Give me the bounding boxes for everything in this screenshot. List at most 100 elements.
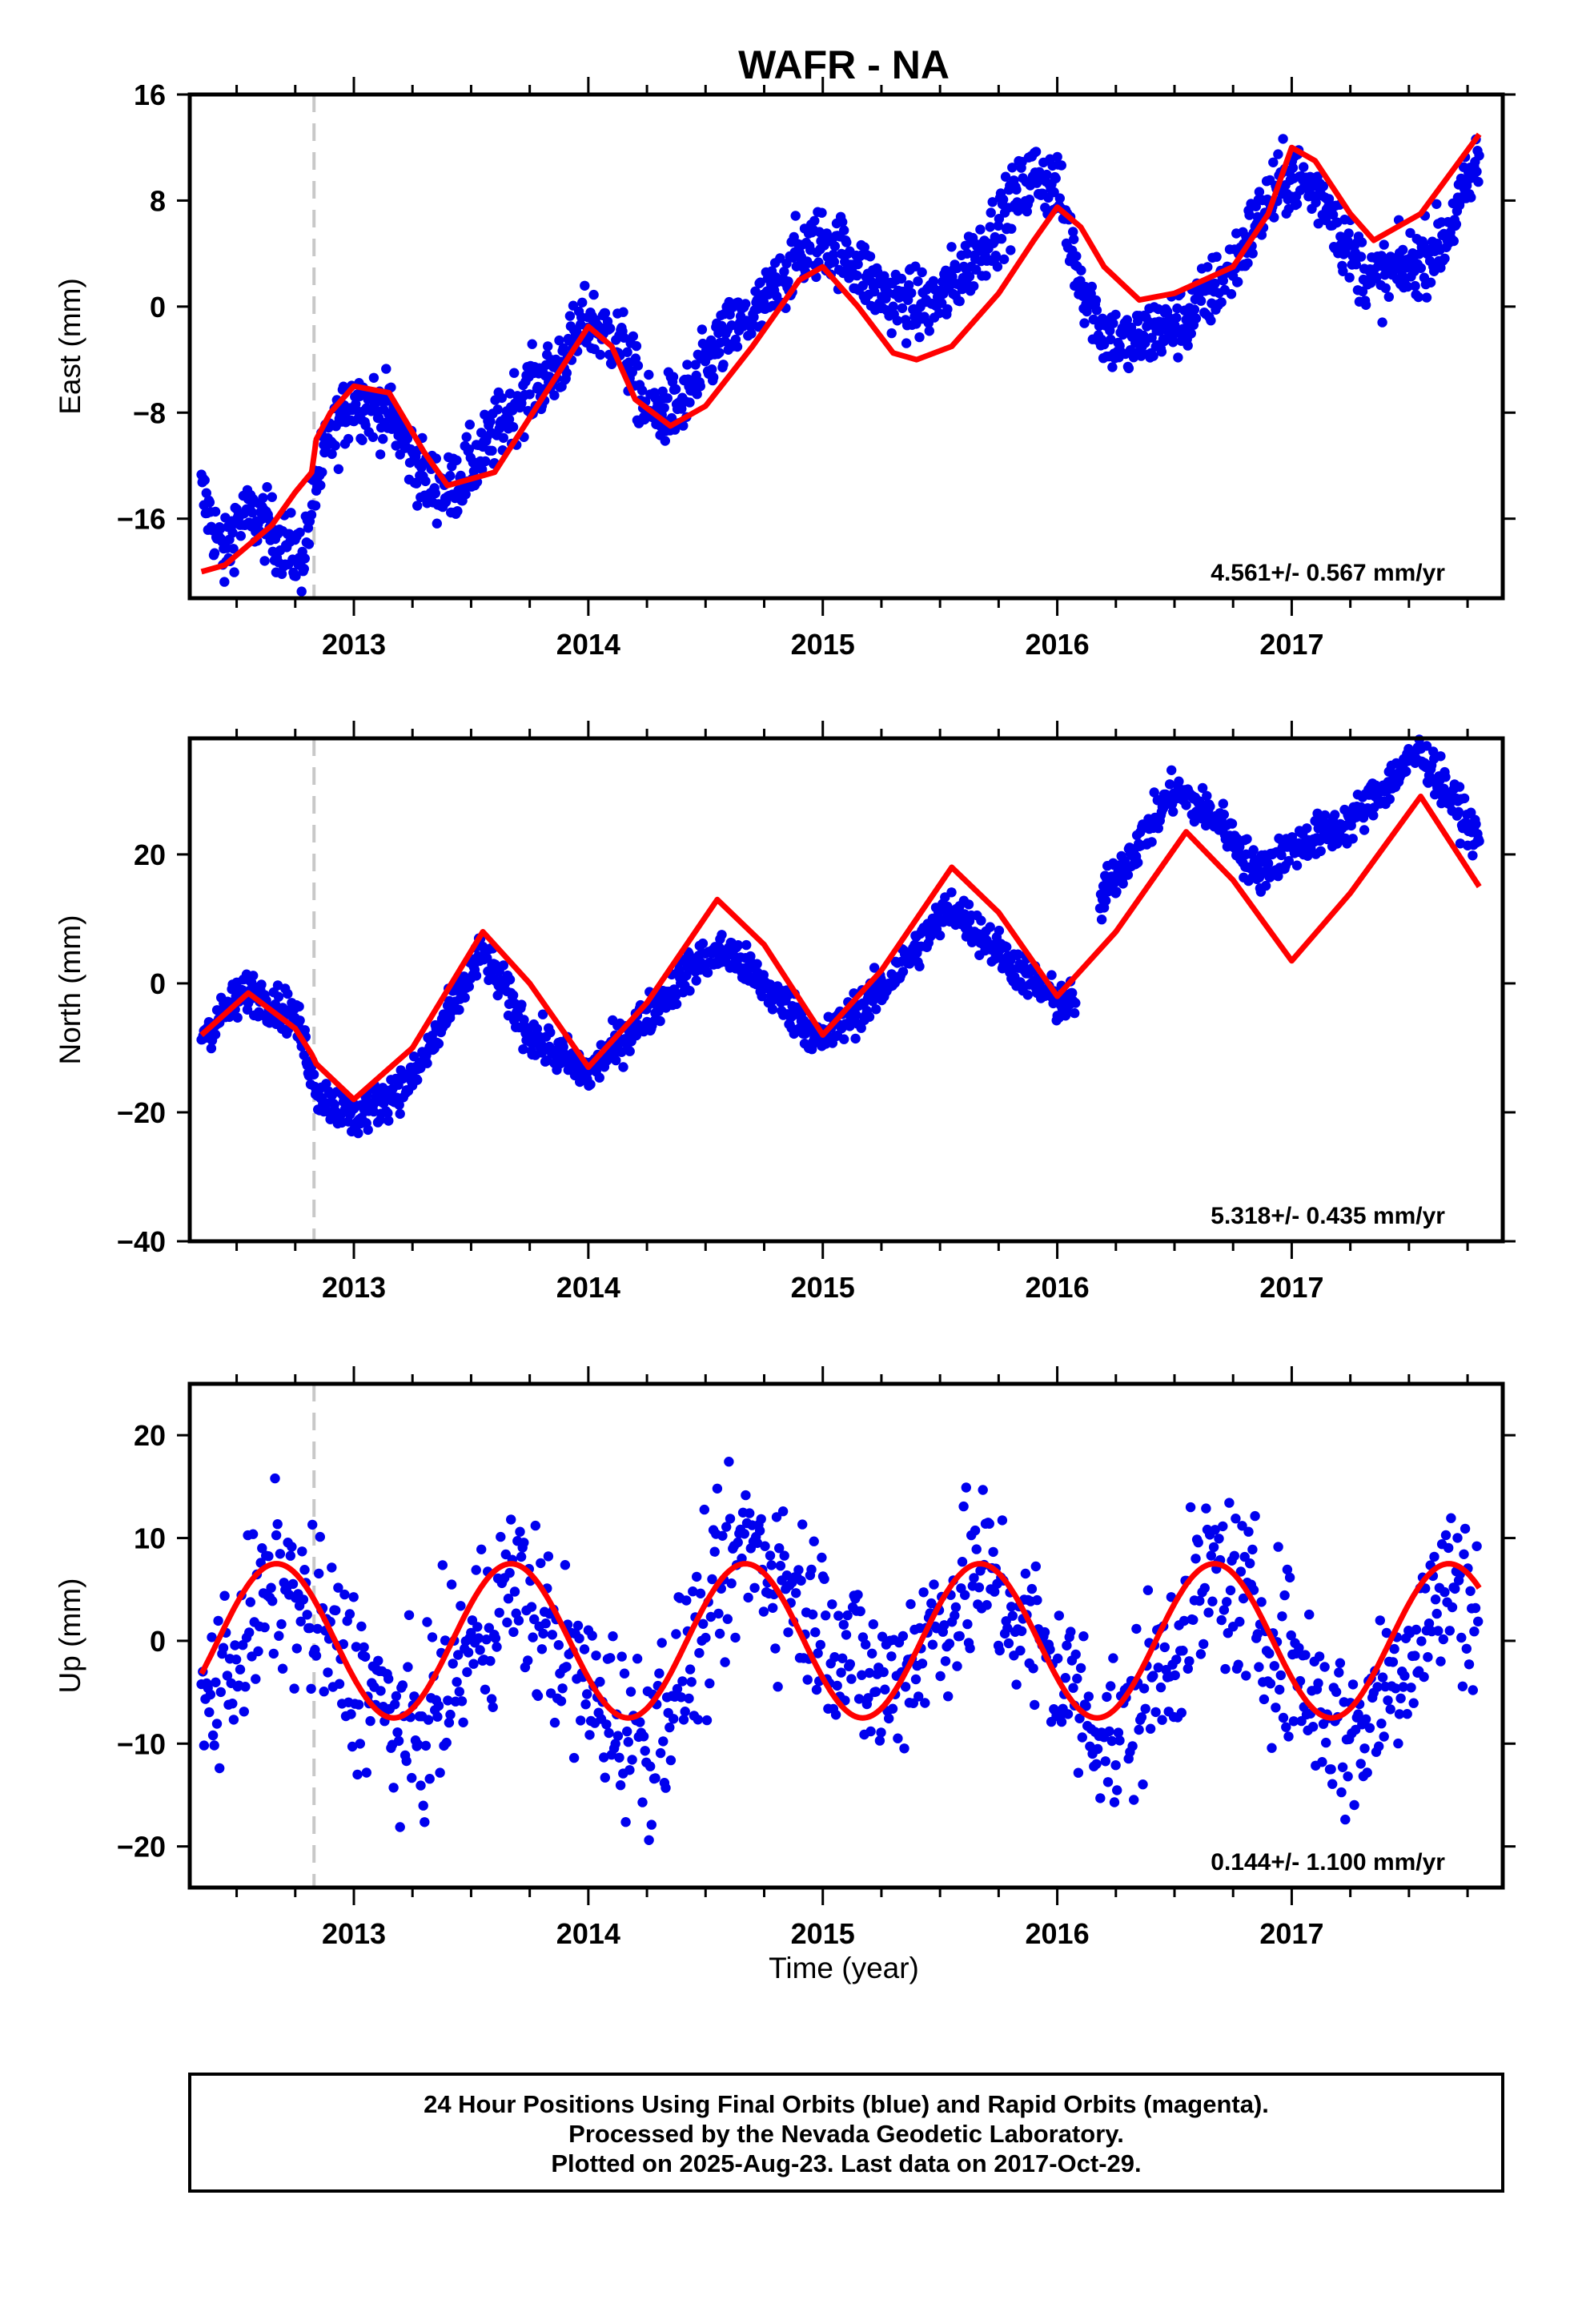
data-point xyxy=(1401,766,1411,777)
data-point xyxy=(830,1710,841,1720)
data-point xyxy=(914,961,925,971)
data-point xyxy=(661,1783,671,1793)
data-point xyxy=(829,1652,840,1663)
data-point xyxy=(1453,806,1464,818)
data-point xyxy=(538,1628,548,1639)
data-point xyxy=(628,331,638,342)
data-point xyxy=(1136,1712,1147,1723)
data-point xyxy=(1408,1698,1419,1708)
data-point xyxy=(388,1783,399,1793)
data-point xyxy=(1016,1626,1027,1637)
data-point xyxy=(1384,794,1395,805)
data-point xyxy=(743,1592,753,1603)
data-point xyxy=(1321,1737,1331,1748)
data-point xyxy=(1218,798,1229,809)
data-point xyxy=(594,1072,604,1083)
y-tick-label: −16 xyxy=(117,503,166,536)
data-point xyxy=(1452,1533,1463,1543)
x-tick-label: 2013 xyxy=(322,1917,386,1950)
data-point xyxy=(1060,1673,1071,1683)
data-point xyxy=(676,1692,686,1703)
data-point xyxy=(636,385,648,396)
data-point xyxy=(990,1586,1000,1597)
data-point xyxy=(311,1651,322,1661)
data-point xyxy=(856,1023,866,1033)
data-point xyxy=(302,1610,312,1620)
data-point xyxy=(1273,149,1283,159)
data-point xyxy=(1355,1759,1366,1769)
data-point xyxy=(273,991,284,1002)
data-point xyxy=(462,1667,472,1678)
data-point xyxy=(588,289,599,300)
data-point xyxy=(1439,253,1450,263)
data-point xyxy=(526,1602,537,1612)
y-tick-label: −10 xyxy=(117,1727,166,1760)
data-point xyxy=(619,1668,630,1679)
data-point xyxy=(718,360,729,370)
data-point xyxy=(758,1606,769,1617)
data-point xyxy=(1410,280,1420,292)
up-panel: −20 −10 0 10 20 2013 2014 2015 2016 2017 Up (mm) 0.… xyxy=(54,1366,1516,1950)
data-point xyxy=(420,476,431,487)
data-point xyxy=(961,1482,972,1493)
data-point xyxy=(1380,283,1391,293)
data-point xyxy=(1395,1693,1406,1703)
footer-line-3: Plotted on 2025-Aug-23. Last data on 201… xyxy=(551,2149,1141,2177)
data-point xyxy=(1148,351,1158,361)
data-point xyxy=(670,384,681,395)
data-point xyxy=(599,1752,609,1763)
data-point xyxy=(705,1611,717,1622)
data-point xyxy=(1171,1655,1182,1665)
data-point xyxy=(473,1633,484,1643)
data-point xyxy=(1466,192,1476,203)
data-point xyxy=(1439,1586,1450,1598)
data-point xyxy=(580,280,590,291)
data-point xyxy=(853,1590,863,1600)
data-point xyxy=(1126,322,1137,333)
data-point xyxy=(987,197,998,207)
data-point xyxy=(827,1599,837,1610)
data-point xyxy=(468,1659,479,1669)
data-point xyxy=(985,222,995,232)
data-point xyxy=(1122,315,1133,325)
data-point xyxy=(574,1633,584,1644)
data-point xyxy=(595,349,605,360)
data-point xyxy=(1195,296,1207,306)
data-point xyxy=(1459,793,1470,804)
data-point xyxy=(256,979,267,990)
data-point xyxy=(1156,347,1167,357)
data-point xyxy=(1447,1602,1458,1613)
data-point xyxy=(1286,1630,1296,1641)
data-point xyxy=(1020,1568,1031,1579)
data-point xyxy=(904,279,914,291)
data-point xyxy=(368,372,379,383)
y-tick-label: 8 xyxy=(150,184,166,217)
data-point xyxy=(518,1044,528,1055)
data-points xyxy=(196,1457,1484,1845)
data-point xyxy=(863,1693,873,1703)
data-point xyxy=(1347,834,1358,844)
data-point xyxy=(865,1726,876,1737)
data-point xyxy=(532,1691,544,1701)
data-point xyxy=(1359,1743,1370,1754)
data-point xyxy=(954,296,965,307)
data-point xyxy=(612,1731,624,1741)
data-point xyxy=(1075,1663,1086,1674)
data-point xyxy=(655,1747,666,1759)
data-point xyxy=(829,256,840,267)
data-point xyxy=(1315,846,1326,857)
data-point xyxy=(375,449,386,460)
data-point xyxy=(1030,1699,1040,1711)
data-point xyxy=(601,1719,612,1730)
data-point xyxy=(1185,1502,1196,1513)
data-point xyxy=(905,1598,916,1610)
data-point xyxy=(1122,870,1134,880)
data-point xyxy=(969,281,979,292)
data-point xyxy=(632,1654,643,1664)
data-point xyxy=(407,1772,417,1783)
data-point xyxy=(779,1550,789,1561)
data-point xyxy=(271,1530,282,1541)
data-point xyxy=(1050,173,1061,183)
data-point xyxy=(461,432,472,442)
data-point xyxy=(1473,176,1484,187)
